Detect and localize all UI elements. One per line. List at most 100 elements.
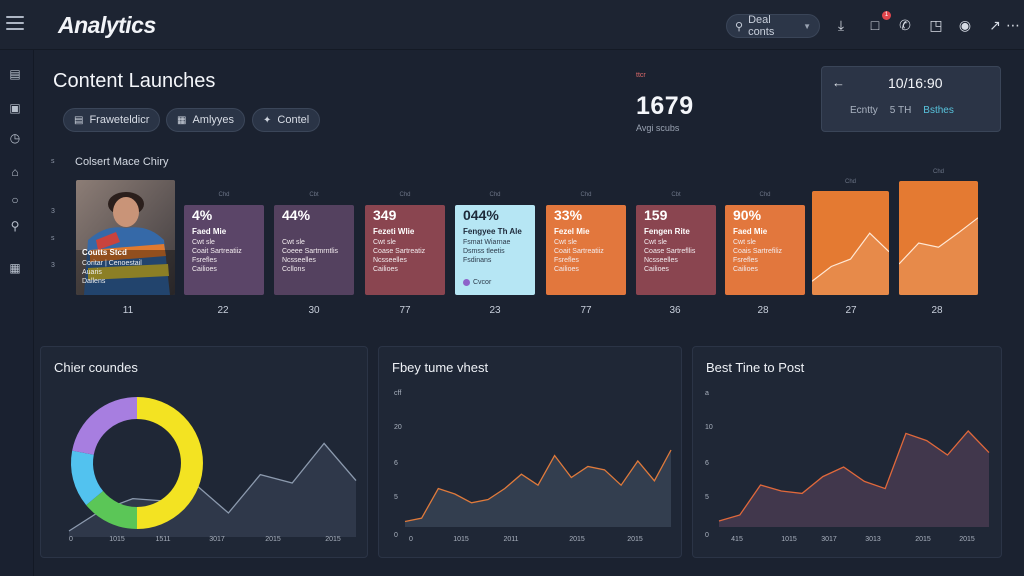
timeline-x-label: 23 xyxy=(489,305,501,316)
card-line: Coais Sartrefiliz xyxy=(733,248,783,255)
card-line: Coase Sartreatiz xyxy=(373,248,426,255)
area-chart: a 10 6 5 0 415 1015 3017 3013 2015 2015 xyxy=(705,390,990,543)
panel-title: Best Tine to Post xyxy=(706,360,805,375)
profile-icon[interactable]: ◉ xyxy=(958,17,972,33)
page-title: Content Launches xyxy=(53,70,216,92)
engagement-area xyxy=(405,450,671,527)
clock-icon[interactable]: ◷ xyxy=(9,131,21,145)
launch-card[interactable]: Chd 4% Faed Mie Cwt sle Coait Sartreatiiz Fsr… xyxy=(184,192,264,295)
x-tick-label: 2015 xyxy=(627,536,643,543)
filter-label: Fraweteldicr xyxy=(89,114,150,126)
timeline-x-label: 28 xyxy=(757,305,769,316)
filter-fraweteldicr[interactable]: ▤ Fraweteldicr xyxy=(63,108,161,132)
timeline-x-label: 11 xyxy=(122,305,134,316)
card-caption: Chd xyxy=(759,192,771,198)
card-percentage: 159 xyxy=(644,207,668,223)
x-tick-label: 2011 xyxy=(503,536,518,543)
bird-icon: ✦ xyxy=(263,114,272,126)
chart-icon: ▦ xyxy=(177,114,187,126)
card-line: Cwt sle xyxy=(282,239,305,246)
date-card-item: Ecntty xyxy=(850,105,878,116)
panel-best-time-to-post: Best Tine to Post a 10 6 5 0 415 1015 3017 3013 2… xyxy=(692,346,1002,558)
top-bar: Analytics ⚲ Deal conts ▼ ⤓ □ 1 ✆ ◳ ◉ ↗ ⋯ xyxy=(0,0,1024,50)
mini-line xyxy=(898,217,979,265)
card-caption: Chd xyxy=(489,192,501,198)
card-line: Cailioes xyxy=(373,266,398,273)
x-tick-label: 3017 xyxy=(209,536,225,543)
donut-line-chart: 0 1015 1511 3017 2015 2015 xyxy=(68,397,357,543)
x-tick-label: 415 xyxy=(731,536,743,543)
home-icon[interactable]: ⌂ xyxy=(11,165,19,179)
chart-card[interactable]: Chd xyxy=(898,169,979,295)
timeline-x-label: 77 xyxy=(399,305,411,316)
launch-card[interactable]: Chd 044% Fengyee Th Ale Fsmat Wiarnae Dsmss … xyxy=(455,192,535,295)
card-percentage: 4% xyxy=(192,207,213,223)
card-line: Cwt sle xyxy=(192,239,215,246)
notification-icon[interactable]: □ xyxy=(870,17,880,33)
launch-card[interactable]: Chd 90% Faed Mie Cwt sle Coais Sartrefiliz Fs… xyxy=(725,192,805,295)
photo-card-line: Dallens xyxy=(82,278,106,285)
card-line: Coase Sartrefllis xyxy=(644,248,696,255)
card-title: Fengen Rite xyxy=(644,227,690,236)
y-tick: 3 xyxy=(51,208,55,215)
back-arrow-icon[interactable]: ← xyxy=(832,75,845,90)
search-icon[interactable]: ⚲ xyxy=(10,219,20,233)
kpi-subtitle: Avgi scubs xyxy=(636,123,680,133)
image-icon[interactable]: ▣ xyxy=(9,101,21,115)
card-title: Fengyee Th Ale xyxy=(463,227,522,236)
launch-card[interactable]: Cbt 44% Cwt sle Coeee Sartmrntlis Ncsseelles… xyxy=(274,192,354,295)
card-badge: Cvcor xyxy=(463,279,491,286)
filter-amlyyes[interactable]: ▦ Amlyyes xyxy=(166,108,246,132)
line-chart: cff 20 6 5 0 0 1015 2011 2015 2015 xyxy=(394,390,672,543)
kpi-value: 1679 xyxy=(636,92,694,120)
chart-card[interactable]: Chd xyxy=(811,179,890,295)
x-tick-label: 3013 xyxy=(865,536,881,543)
dashboard-icon[interactable]: ▤ xyxy=(9,67,21,81)
x-tick-label: 2015 xyxy=(569,536,585,543)
card-caption: Chd xyxy=(932,169,944,175)
menu-icon[interactable] xyxy=(6,16,24,32)
person-photo xyxy=(76,180,175,295)
lock-icon[interactable]: ◳ xyxy=(929,17,943,33)
card-line: Ccllons xyxy=(282,266,305,273)
mini-area xyxy=(899,217,978,295)
panel-title: Chier coundes xyxy=(54,360,138,375)
badge-label: Cvcor xyxy=(473,279,492,286)
notification-badge: 1 xyxy=(882,11,891,20)
circle-icon[interactable]: ○ xyxy=(11,193,19,207)
card-line: Dsmss tleetis xyxy=(463,248,505,255)
card-title: Fezel Mie xyxy=(554,227,590,236)
phone-icon[interactable]: ✆ xyxy=(899,17,911,33)
search-input[interactable]: ⚲ Deal conts ▼ xyxy=(726,14,820,38)
y-tick-label: 5 xyxy=(705,494,709,501)
filter-contel[interactable]: ✦ Contel xyxy=(252,108,321,132)
card-line: Cwt sle xyxy=(733,239,756,246)
app-logo: Analytics xyxy=(58,12,156,38)
launch-card[interactable]: Chd 349 Fezeti Wlie Cwt sle Coase Sartreatiz… xyxy=(365,192,445,295)
filter-label: Contel xyxy=(277,114,310,126)
date-card: ← 10/16:90 Ecntty 5 TH Bsthes xyxy=(821,66,1001,132)
chevron-down-icon: ▼ xyxy=(803,21,811,31)
card-title: Fezeti Wlie xyxy=(373,227,415,236)
donut-slice-0 xyxy=(136,397,203,529)
donut-slice-3 xyxy=(72,397,138,456)
card-percentage: 33% xyxy=(554,207,583,223)
x-tick-label: 0 xyxy=(409,536,413,543)
photo-card-title: Coutts Stcd xyxy=(82,248,127,257)
sidebar: ▤ ▣ ◷ ⌂ ○ ⚲ ▦ xyxy=(0,50,34,576)
date-card-link[interactable]: Bsthes xyxy=(923,105,954,116)
launch-card[interactable]: Cbt 159 Fengen Rite Cwt sle Coase Sartreflli… xyxy=(636,192,716,295)
share-icon[interactable]: ↗ xyxy=(989,17,1001,33)
x-tick-label: 1015 xyxy=(781,536,797,543)
y-tick-label: 0 xyxy=(705,532,709,539)
timeline-x-label: 28 xyxy=(931,305,943,316)
mini-line xyxy=(811,232,890,282)
building-icon[interactable]: ▦ xyxy=(9,261,21,275)
download-icon[interactable]: ⤓ xyxy=(837,17,845,33)
launch-card[interactable]: Chd 33% Fezel Mie Cwt sle Coait Sartreatiiz F… xyxy=(546,192,626,295)
card-caption: Chd xyxy=(218,192,230,198)
photo-card[interactable]: Coutts Stcd Coritar | Cenoestail Auaris … xyxy=(76,180,175,295)
card-line: Fsrefles xyxy=(554,257,579,264)
timeline-x-label: 27 xyxy=(845,305,857,316)
more-icon[interactable]: ⋯ xyxy=(1006,17,1020,33)
